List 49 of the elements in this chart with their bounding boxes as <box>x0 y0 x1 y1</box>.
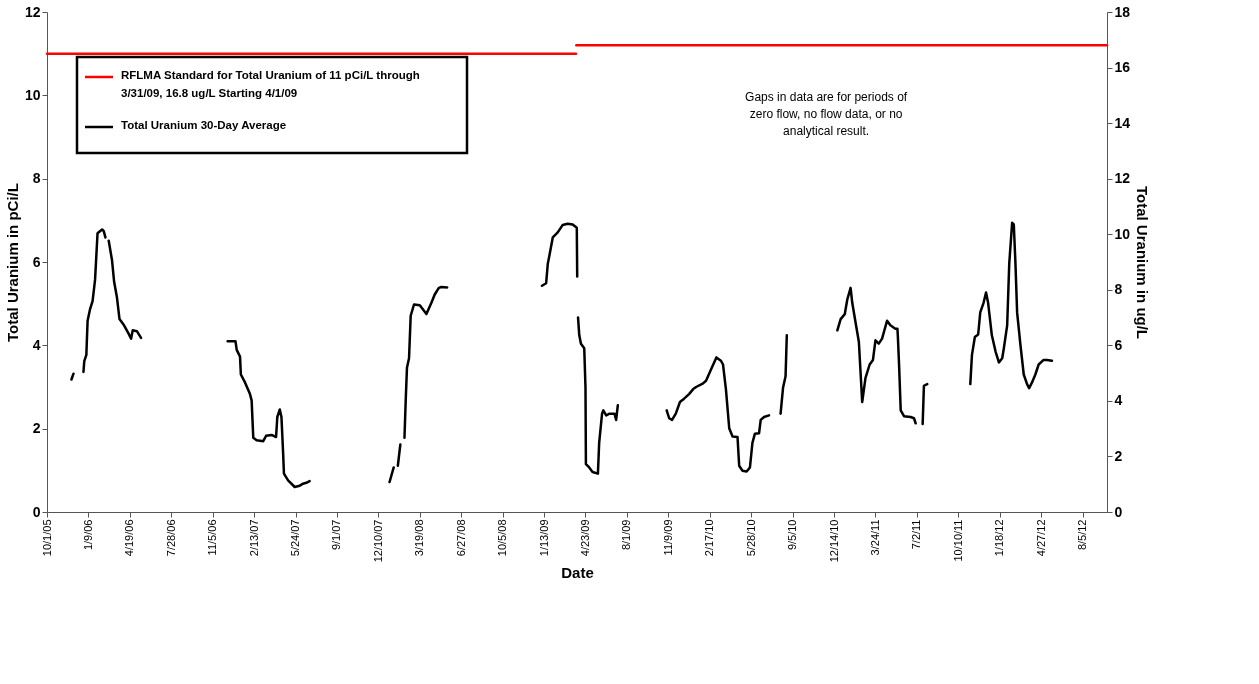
y2-tick-label: 18 <box>1114 3 1131 20</box>
x-tick-label: 12/10/07 <box>371 519 384 563</box>
x-tick-label: 2/17/10 <box>703 519 716 557</box>
y2-tick-label: 8 <box>1114 281 1123 298</box>
x-tick-label: 1/18/12 <box>993 519 1006 557</box>
y2-tick-label: 6 <box>1114 336 1123 353</box>
y-axis-title: Total Uranium in pCi/L <box>3 183 21 342</box>
y2-tick-label: 0 <box>1114 503 1123 520</box>
x-tick-label: 8/1/09 <box>620 519 633 551</box>
x-tick-label: 7/2/11 <box>910 519 923 550</box>
y-tick-label: 6 <box>32 253 41 270</box>
x-tick-label: 5/24/07 <box>289 519 302 557</box>
x-tick-label: 10/10/11 <box>951 519 964 562</box>
x-tick-label: 3/24/11 <box>868 519 881 556</box>
y-tick-label: 8 <box>32 170 41 187</box>
y-tick-label: 10 <box>24 86 41 103</box>
x-tick-label: 1/9/06 <box>81 519 94 551</box>
x-tick-label: 1/13/09 <box>537 519 550 557</box>
y2-tick-label: 4 <box>1114 392 1123 409</box>
y-tick-label: 12 <box>24 3 41 20</box>
x-tick-label: 12/14/10 <box>827 519 840 563</box>
x-tick-label: 2/13/07 <box>247 519 260 557</box>
x-tick-label: 9/1/07 <box>330 519 343 551</box>
x-tick-label: 11/9/09 <box>661 519 674 556</box>
y2-tick-label: 16 <box>1114 59 1131 76</box>
x-tick-label: 6/27/08 <box>454 519 467 557</box>
x-tick-label: 9/5/10 <box>786 519 799 551</box>
x-tick-label: 10/1/05 <box>40 519 53 557</box>
x-tick-label: 4/23/09 <box>578 519 591 557</box>
legend-label: Total Uranium 30-Day Average <box>121 119 287 131</box>
annotation: Gaps in data are for periods of zero flow, no flow data, or no analytical result. <box>745 90 908 138</box>
x-tick-label: 4/27/12 <box>1034 519 1047 557</box>
y2-tick-label: 2 <box>1114 447 1123 464</box>
x-tick-label: 3/19/08 <box>413 519 426 557</box>
y2-tick-label: 14 <box>1114 114 1131 131</box>
x-tick-label: 5/28/10 <box>744 519 757 557</box>
y-tick-label: 4 <box>32 336 41 353</box>
y-tick-label: 2 <box>32 420 41 437</box>
y2-tick-label: 10 <box>1114 225 1131 242</box>
legend-label: RFLMA Standard for Total Uranium of 11 pCi/L through 3/31/09, 16.8 ug/L Starting 4/1/09 <box>121 69 420 99</box>
x-tick-label: 10/5/08 <box>496 519 509 557</box>
y-tick-label: 0 <box>32 503 41 520</box>
x-tick-label: 4/19/06 <box>123 519 136 557</box>
x-tick-label: 8/5/12 <box>1076 519 1089 551</box>
y2-axis-title: Total Uranium in ug/L <box>1134 185 1152 340</box>
x-tick-label: 7/28/06 <box>164 519 177 557</box>
y2-tick-label: 12 <box>1114 170 1131 187</box>
x-tick-label: 11/5/06 <box>206 519 219 556</box>
x-axis-title: Date <box>561 564 594 582</box>
